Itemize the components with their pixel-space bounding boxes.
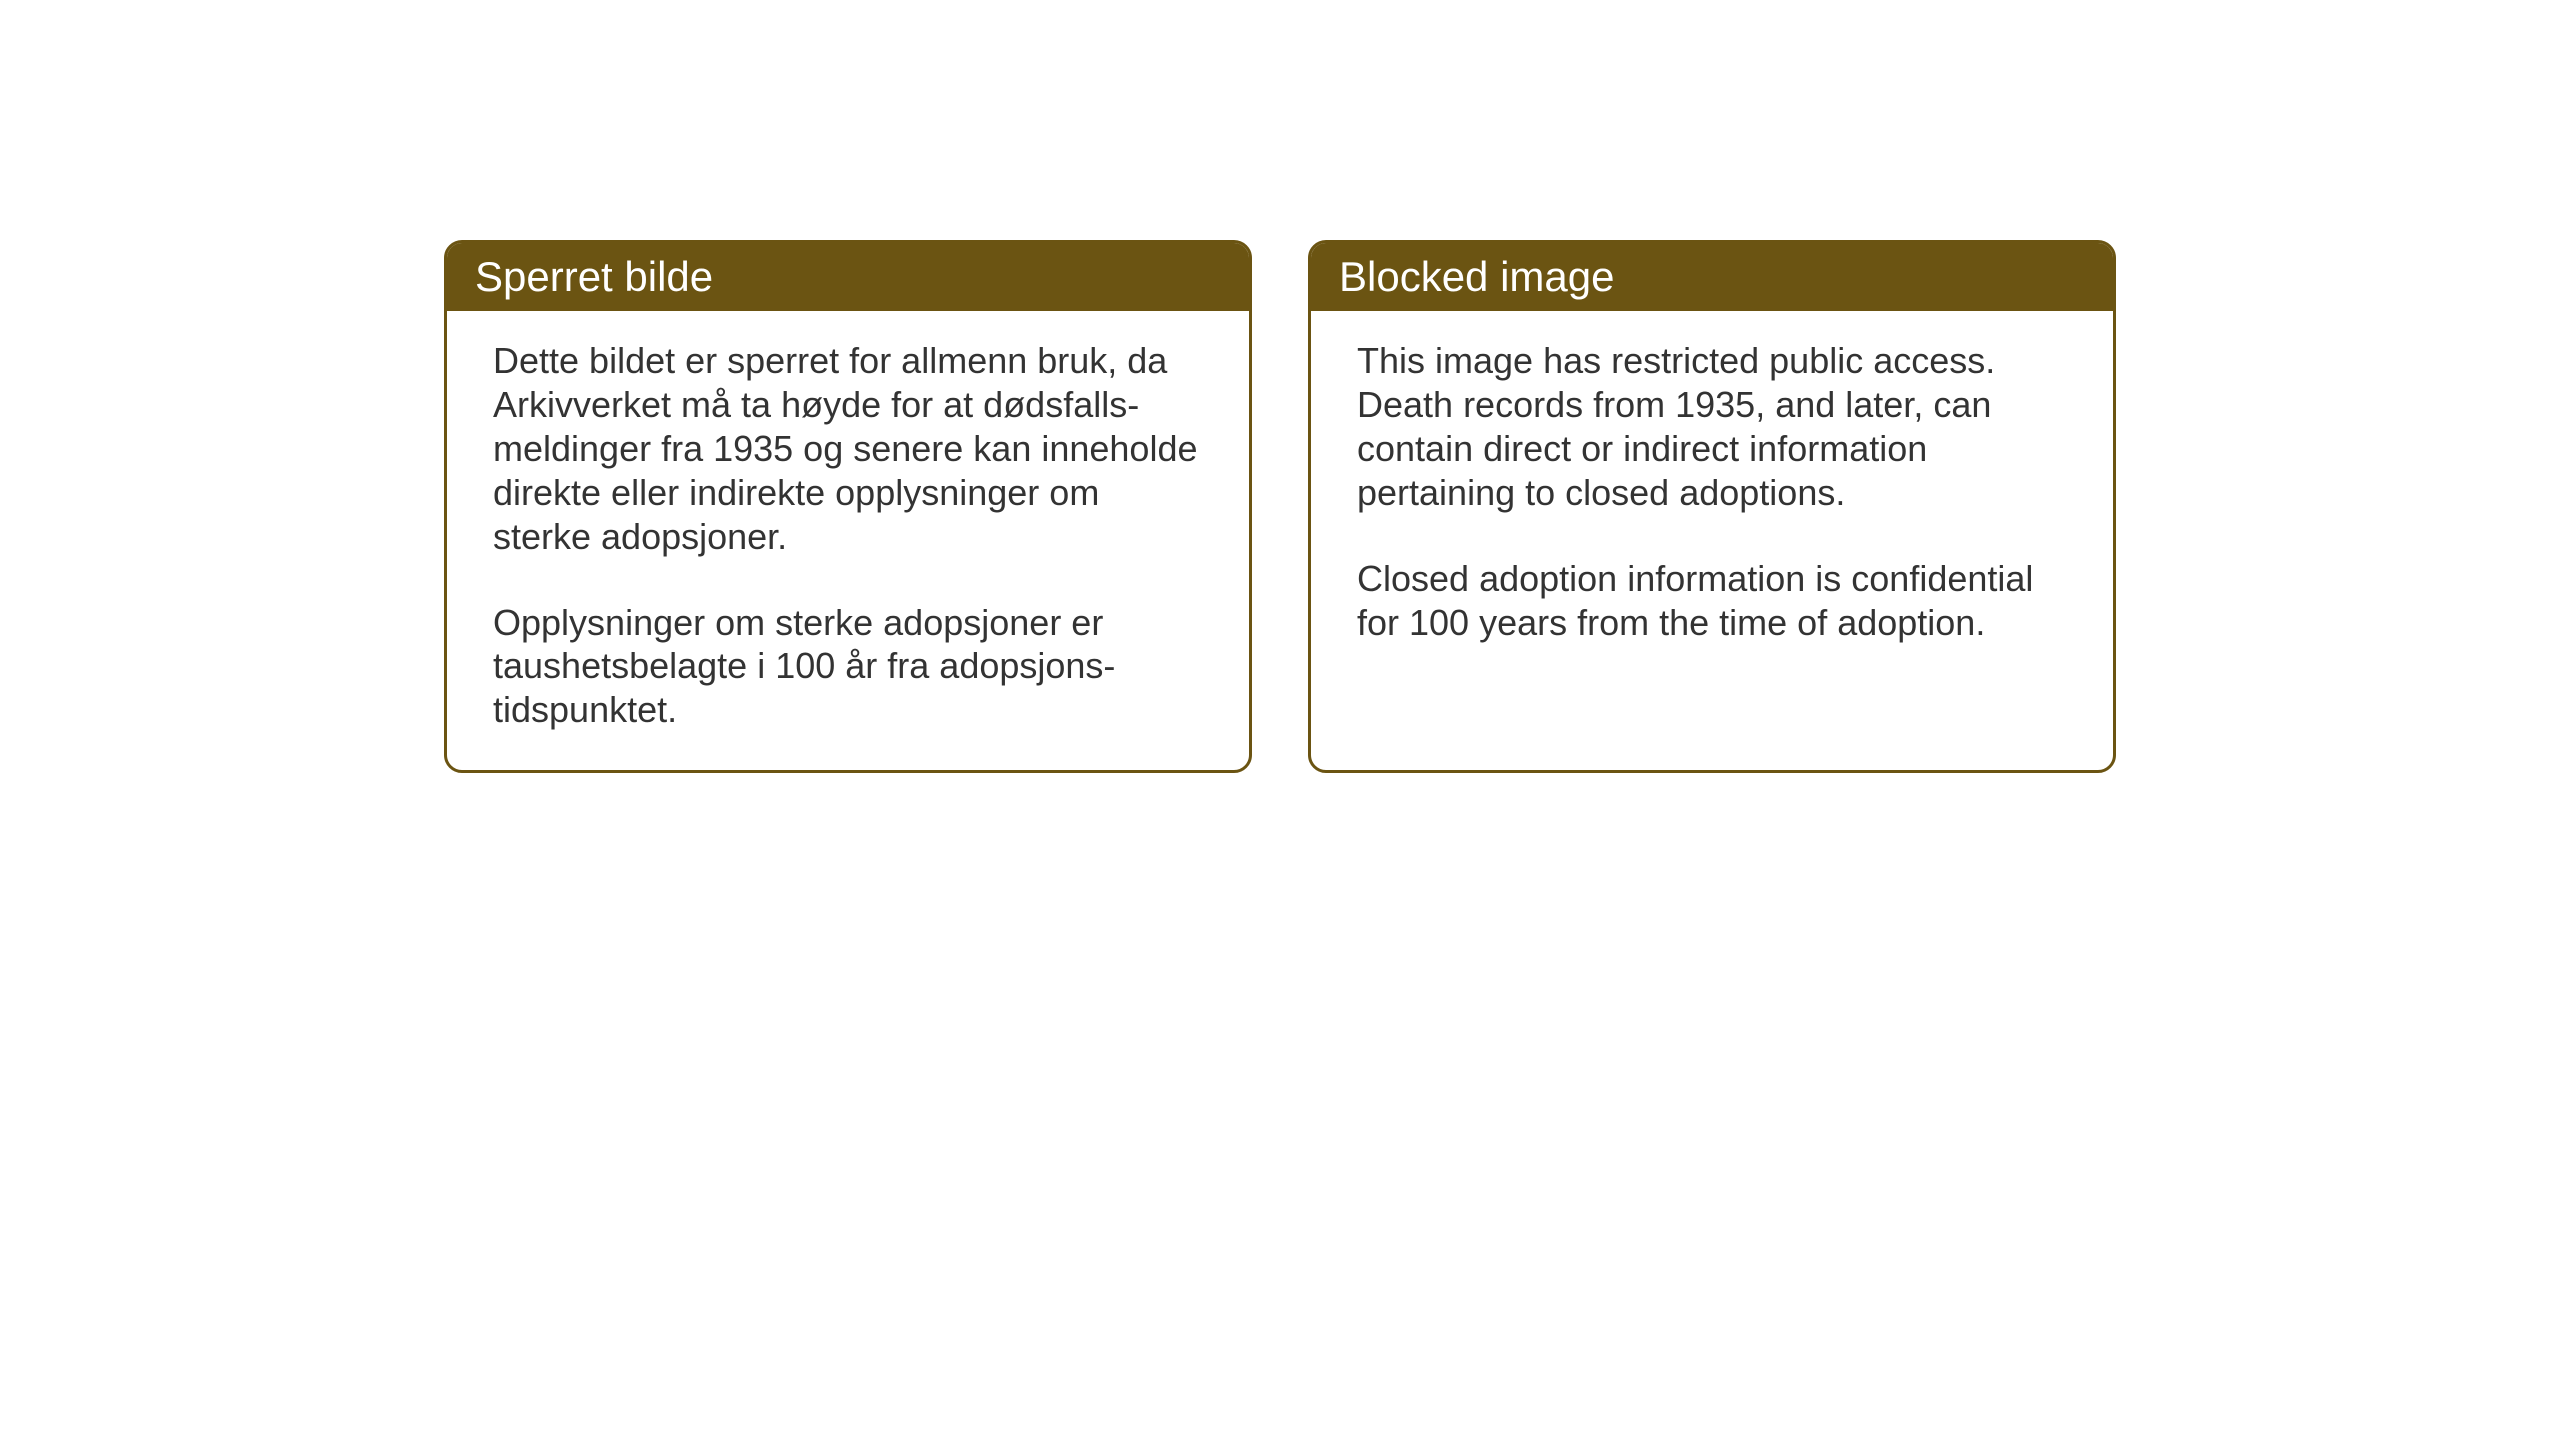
notice-container: Sperret bilde Dette bildet er sperret fo… — [444, 240, 2116, 773]
norwegian-paragraph-1: Dette bildet er sperret for allmenn bruk… — [493, 339, 1203, 559]
english-card-body: This image has restricted public access.… — [1311, 311, 2113, 751]
english-card-title: Blocked image — [1311, 243, 2113, 311]
norwegian-card-body: Dette bildet er sperret for allmenn bruk… — [447, 311, 1249, 770]
english-notice-card: Blocked image This image has restricted … — [1308, 240, 2116, 773]
english-paragraph-1: This image has restricted public access.… — [1357, 339, 2067, 515]
english-paragraph-2: Closed adoption information is confident… — [1357, 557, 2067, 645]
norwegian-paragraph-2: Opplysninger om sterke adopsjoner er tau… — [493, 601, 1203, 733]
norwegian-notice-card: Sperret bilde Dette bildet er sperret fo… — [444, 240, 1252, 773]
norwegian-card-title: Sperret bilde — [447, 243, 1249, 311]
